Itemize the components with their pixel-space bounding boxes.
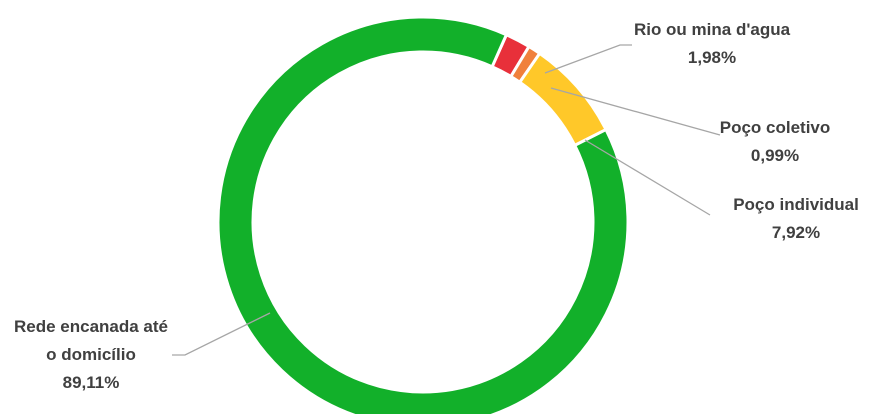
data-label: Poço individual 7,92%	[712, 191, 880, 247]
label-value: 7,92%	[771, 223, 821, 242]
leader-line	[544, 44, 632, 74]
label-value: 89,11%	[62, 373, 120, 392]
donut-segment	[216, 15, 630, 414]
label-name: Poço individual	[733, 195, 859, 214]
label-value: 1,98%	[687, 48, 737, 67]
data-label: Rede encanada até o domicílio 89,11%	[8, 313, 174, 397]
label-value: 0,99%	[750, 146, 800, 165]
leader-line	[172, 312, 271, 356]
data-label: Rio ou mina d'agua 1,98%	[632, 16, 792, 72]
leader-line	[550, 87, 721, 136]
label-name: Rede encanada até o domicílio	[13, 317, 168, 364]
label-name: Rio ou mina d'agua	[633, 20, 791, 39]
label-name: Poço coletivo	[719, 118, 831, 137]
leader-line	[584, 139, 711, 216]
data-label: Poço coletivo 0,99%	[705, 114, 845, 170]
